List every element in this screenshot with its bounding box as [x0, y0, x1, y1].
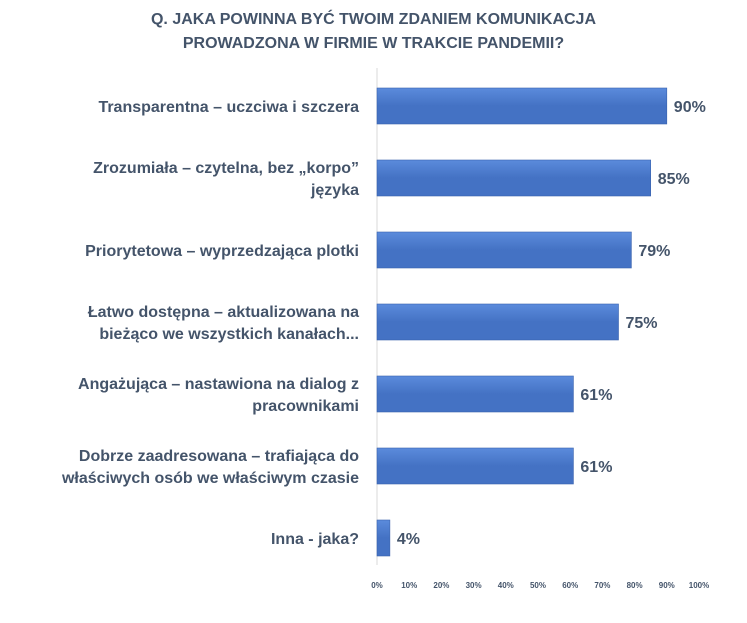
category-label-line: Angażująca – nastawiona na dialog z	[78, 376, 359, 393]
category-label: Zrozumiała – czytelna, bez „korpo” języka	[93, 160, 359, 199]
data-label: 4%	[397, 531, 420, 548]
bar	[376, 447, 574, 485]
data-label: 75%	[626, 315, 658, 332]
bar	[376, 231, 632, 269]
x-tick-label: 100%	[689, 581, 709, 590]
x-tick-label: 20%	[433, 581, 449, 590]
x-tick-label: 90%	[659, 581, 675, 590]
bar	[376, 303, 619, 341]
category-label-line: Dobrze zaadresowana – trafiająca do	[79, 448, 359, 465]
category-label-line: pracownikami	[252, 398, 359, 415]
bar	[376, 519, 391, 557]
data-label: 85%	[658, 171, 690, 188]
data-label: 90%	[674, 99, 706, 116]
category-label-line: Transparentna – uczciwa i szczera	[98, 99, 359, 116]
category-label: Inna - jaka?	[271, 531, 359, 548]
bar	[376, 159, 652, 197]
x-tick-label: 40%	[498, 581, 514, 590]
category-label: Transparentna – uczciwa i szczera	[98, 99, 359, 116]
category-label-line: właściwych osób we właściwym czasie	[61, 470, 359, 487]
chart-title-line-1: Q. JAKA POWINNA BYĆ TWOIM ZDANIEM KOMUNI…	[150, 11, 597, 28]
category-label-line: Łatwo dostępna – aktualizowana na	[88, 304, 359, 321]
category-label: Angażująca – nastawiona na dialog z praco…	[78, 376, 359, 415]
x-tick-label: 0%	[371, 581, 383, 590]
chart-title-line-2: PROWADZONA W FIRMIE W TRAKCIE PANDEMII?	[182, 35, 565, 52]
data-label: 79%	[638, 243, 670, 260]
x-tick-label: 10%	[401, 581, 417, 590]
x-tick-label: 70%	[594, 581, 610, 590]
category-label-line: Priorytetowa – wyprzedzająca plotki	[85, 243, 359, 260]
x-tick-label: 60%	[562, 581, 578, 590]
category-label-line: języka	[310, 182, 359, 199]
chart-title: Q. JAKA POWINNA BYĆ TWOIM ZDANIEM KOMUNI…	[0, 8, 747, 56]
category-label-line: Zrozumiała – czytelna, bez „korpo”	[93, 160, 359, 177]
category-label-line: bieżąco we wszystkich kanałach...	[99, 326, 359, 343]
x-tick-label: 80%	[627, 581, 643, 590]
category-label: Priorytetowa – wyprzedzająca plotki	[85, 243, 359, 260]
x-tick-label: 50%	[530, 581, 546, 590]
category-label-line: Inna - jaka?	[271, 531, 359, 548]
category-label: Dobrze zaadresowana – trafiająca do właśc…	[61, 448, 359, 487]
x-tick-label: 30%	[466, 581, 482, 590]
data-label: 61%	[580, 459, 612, 476]
category-label: Łatwo dostępna – aktualizowana na bieżąco…	[88, 304, 359, 343]
data-label: 61%	[580, 387, 612, 404]
bar	[376, 87, 668, 125]
bar	[376, 375, 574, 413]
